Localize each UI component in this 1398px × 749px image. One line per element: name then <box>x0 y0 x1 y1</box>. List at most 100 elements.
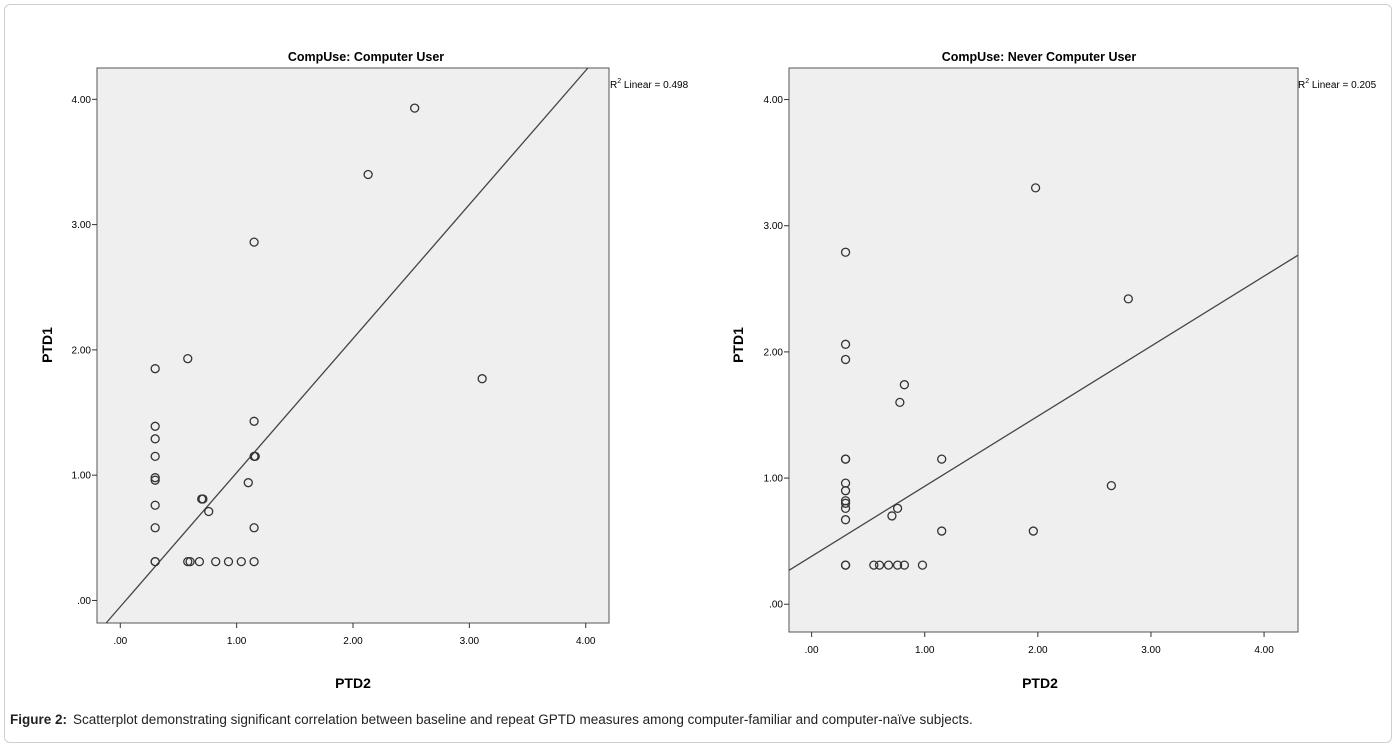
data-point <box>249 416 259 426</box>
x-axis-label: PTD2 <box>1022 675 1058 691</box>
caption-label: Figure 2: <box>10 712 68 727</box>
r2-value: Linear = 0.205 <box>1309 80 1376 91</box>
data-point <box>1030 183 1041 193</box>
y-tick-label: 2.00 <box>764 347 784 358</box>
data-point <box>937 526 947 536</box>
data-point <box>198 494 208 504</box>
y-axis: .00 1.00 2.00 3.00 4.00 <box>764 95 789 611</box>
data-point <box>249 556 259 567</box>
data-point <box>899 560 910 570</box>
data-point <box>249 523 259 533</box>
x-tick-label: 3.00 <box>460 636 480 647</box>
data-point <box>150 556 160 567</box>
data-point <box>937 454 947 464</box>
data-point <box>1106 480 1117 491</box>
data-point <box>150 421 160 431</box>
data-point <box>840 478 851 488</box>
panel-computer-user: CompUse: Computer User .00 1.00 2.00 3.00 4.… <box>39 50 689 691</box>
data-point <box>250 451 260 462</box>
x-axis: .00 1.00 2.00 3.00 4.00 <box>113 623 596 647</box>
data-point <box>840 498 851 508</box>
x-tick-label: .00 <box>113 636 127 647</box>
data-point <box>1028 526 1038 536</box>
data-point <box>150 451 160 462</box>
y-tick-label: 3.00 <box>72 220 92 231</box>
data-point <box>840 515 851 525</box>
data-point <box>1123 294 1133 304</box>
r2-annotation: R2 Linear = 0.498 <box>610 78 689 91</box>
x-tick-label: .00 <box>805 645 819 656</box>
panel-title: CompUse: Never Computer User <box>942 50 1137 64</box>
y-tick-label: .00 <box>769 600 783 611</box>
data-point <box>892 503 903 513</box>
data-point <box>363 169 373 180</box>
panel-never-computer-user: CompUse: Never Computer User .00 1.00 2.00… <box>730 50 1377 691</box>
regression-line <box>105 67 589 624</box>
x-tick-label: 4.00 <box>576 636 596 647</box>
data-point <box>840 354 851 365</box>
regression-line <box>788 254 1299 571</box>
data-point <box>243 478 253 488</box>
data-point <box>223 556 234 567</box>
points-layer <box>840 183 1133 570</box>
x-tick-label: 1.00 <box>915 645 935 656</box>
data-point <box>150 475 160 485</box>
data-point <box>874 560 885 570</box>
figure-caption: Figure 2: Scatterplot demonstrating signi… <box>10 712 1390 727</box>
data-point <box>869 560 879 570</box>
data-point <box>150 364 160 374</box>
plot-area <box>788 67 1299 633</box>
y-tick-label: 3.00 <box>764 221 784 232</box>
data-point <box>477 374 487 384</box>
data-point <box>892 560 903 570</box>
y-axis-label: PTD1 <box>730 327 746 363</box>
data-point <box>204 506 214 517</box>
x-axis-label: PTD2 <box>335 675 371 691</box>
x-tick-label: 2.00 <box>343 636 363 647</box>
data-point <box>150 473 160 483</box>
data-point <box>840 339 851 349</box>
r2-superscript: 2 <box>617 78 621 85</box>
y-tick-label: 4.00 <box>764 95 784 106</box>
x-tick-label: 3.00 <box>1141 645 1161 656</box>
r2-value: Linear = 0.498 <box>621 80 688 91</box>
data-point <box>150 523 160 533</box>
panel-title: CompUse: Computer User <box>288 50 444 64</box>
data-point <box>249 237 259 247</box>
y-tick-label: 1.00 <box>764 474 784 485</box>
caption-text: Scatterplot demonstrating significant co… <box>73 712 973 727</box>
r2-annotation: R2 Linear = 0.205 <box>1298 78 1377 91</box>
data-point <box>410 103 420 113</box>
data-point <box>211 556 221 567</box>
y-axis-label: PTD1 <box>39 327 55 363</box>
y-axis: .00 1.00 2.00 3.00 4.00 <box>72 95 97 607</box>
data-point <box>887 511 897 521</box>
data-point <box>194 556 205 567</box>
x-tick-label: 4.00 <box>1254 645 1274 656</box>
r2-symbol: R <box>610 80 617 91</box>
y-tick-label: .00 <box>77 596 91 607</box>
data-point <box>840 247 851 257</box>
data-point <box>895 397 905 408</box>
data-point <box>185 556 195 567</box>
x-tick-label: 1.00 <box>227 636 247 647</box>
data-point <box>840 496 851 506</box>
x-tick-label: 2.00 <box>1028 645 1048 656</box>
points-layer <box>150 103 487 567</box>
y-tick-label: 4.00 <box>72 95 92 106</box>
data-point <box>840 454 851 464</box>
data-point <box>183 354 193 364</box>
data-point <box>883 560 894 570</box>
plot-area <box>96 67 610 624</box>
data-point <box>150 434 160 444</box>
r2-superscript: 2 <box>1305 78 1309 85</box>
data-point <box>150 500 160 510</box>
data-point <box>917 560 928 570</box>
data-point <box>840 560 851 570</box>
data-point <box>899 380 910 390</box>
x-axis: .00 1.00 2.00 3.00 4.00 <box>805 632 1274 656</box>
r2-symbol: R <box>1298 80 1305 91</box>
y-tick-label: 1.00 <box>72 471 92 482</box>
y-tick-label: 2.00 <box>72 345 92 356</box>
